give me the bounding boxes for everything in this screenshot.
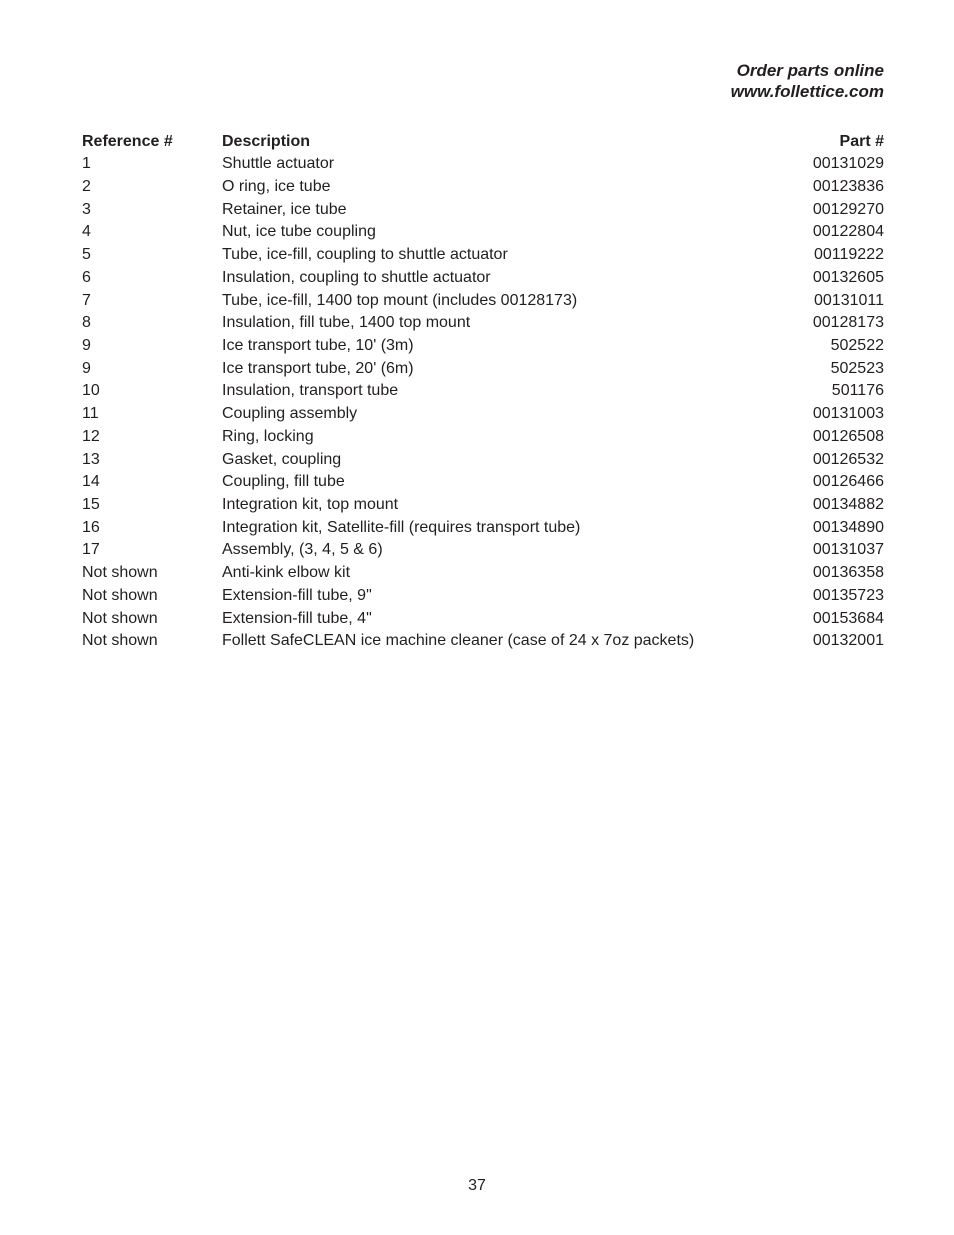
table-row: 9Ice transport tube, 20' (6m)502523 — [82, 358, 884, 381]
table-row: 11Coupling assembly00131003 — [82, 403, 884, 426]
table-row: 17Assembly, (3, 4, 5 & 6)00131037 — [82, 539, 884, 562]
cell-reference: 8 — [82, 312, 222, 335]
order-parts-line-2: www.follettice.com — [82, 81, 884, 102]
table-header-row: Reference # Description Part # — [82, 131, 884, 154]
cell-description: Coupling assembly — [222, 403, 774, 426]
cell-reference: Not shown — [82, 585, 222, 608]
cell-reference: 13 — [82, 449, 222, 472]
cell-part: 502522 — [774, 335, 884, 358]
cell-description: Assembly, (3, 4, 5 & 6) — [222, 539, 774, 562]
table-row: Not shownExtension-fill tube, 4"00153684 — [82, 608, 884, 631]
cell-part: 00122804 — [774, 221, 884, 244]
cell-part: 00134890 — [774, 517, 884, 540]
table-row: Not shownExtension-fill tube, 9"00135723 — [82, 585, 884, 608]
table-row: 2O ring, ice tube00123836 — [82, 176, 884, 199]
cell-part: 501176 — [774, 380, 884, 403]
cell-description: Integration kit, Satellite-fill (require… — [222, 517, 774, 540]
cell-reference: 3 — [82, 199, 222, 222]
cell-reference: 9 — [82, 358, 222, 381]
cell-description: Gasket, coupling — [222, 449, 774, 472]
header-reference: Reference # — [82, 131, 222, 154]
cell-part: 00128173 — [774, 312, 884, 335]
cell-part: 00135723 — [774, 585, 884, 608]
cell-part: 00129270 — [774, 199, 884, 222]
order-parts-header: Order parts online www.follettice.com — [82, 60, 884, 103]
table-row: 15Integration kit, top mount00134882 — [82, 494, 884, 517]
cell-reference: Not shown — [82, 562, 222, 585]
cell-part: 00134882 — [774, 494, 884, 517]
cell-description: Nut, ice tube coupling — [222, 221, 774, 244]
table-row: 10Insulation, transport tube501176 — [82, 380, 884, 403]
cell-part: 00136358 — [774, 562, 884, 585]
header-part: Part # — [774, 131, 884, 154]
cell-part: 00132605 — [774, 267, 884, 290]
cell-part: 00123836 — [774, 176, 884, 199]
cell-description: Tube, ice-fill, 1400 top mount (includes… — [222, 290, 774, 313]
cell-part: 00126466 — [774, 471, 884, 494]
header-description: Description — [222, 131, 774, 154]
cell-part: 00126532 — [774, 449, 884, 472]
cell-description: Extension-fill tube, 4" — [222, 608, 774, 631]
cell-reference: 14 — [82, 471, 222, 494]
cell-reference: Not shown — [82, 630, 222, 653]
cell-part: 00131011 — [774, 290, 884, 313]
cell-reference: 17 — [82, 539, 222, 562]
table-body: 1Shuttle actuator001310292O ring, ice tu… — [82, 153, 884, 653]
cell-reference: 10 — [82, 380, 222, 403]
table-row: 1Shuttle actuator00131029 — [82, 153, 884, 176]
cell-description: Follett SafeCLEAN ice machine cleaner (c… — [222, 630, 774, 653]
table-row: Not shownFollett SafeCLEAN ice machine c… — [82, 630, 884, 653]
cell-part: 00132001 — [774, 630, 884, 653]
cell-part: 00119222 — [774, 244, 884, 267]
cell-description: Ring, locking — [222, 426, 774, 449]
cell-description: O ring, ice tube — [222, 176, 774, 199]
cell-description: Integration kit, top mount — [222, 494, 774, 517]
cell-reference: 16 — [82, 517, 222, 540]
order-parts-line-1: Order parts online — [82, 60, 884, 81]
table-row: 6Insulation, coupling to shuttle actuato… — [82, 267, 884, 290]
cell-reference: 6 — [82, 267, 222, 290]
cell-reference: 9 — [82, 335, 222, 358]
cell-description: Extension-fill tube, 9" — [222, 585, 774, 608]
table-row: 9Ice transport tube, 10' (3m)502522 — [82, 335, 884, 358]
cell-description: Retainer, ice tube — [222, 199, 774, 222]
table-row: 3Retainer, ice tube00129270 — [82, 199, 884, 222]
table-row: 14Coupling, fill tube00126466 — [82, 471, 884, 494]
cell-reference: 11 — [82, 403, 222, 426]
cell-part: 00131037 — [774, 539, 884, 562]
cell-description: Insulation, fill tube, 1400 top mount — [222, 312, 774, 335]
cell-part: 502523 — [774, 358, 884, 381]
cell-reference: 1 — [82, 153, 222, 176]
cell-reference: 15 — [82, 494, 222, 517]
cell-part: 00126508 — [774, 426, 884, 449]
cell-description: Anti-kink elbow kit — [222, 562, 774, 585]
table-row: 12Ring, locking00126508 — [82, 426, 884, 449]
table-row: 13Gasket, coupling00126532 — [82, 449, 884, 472]
table-row: 16Integration kit, Satellite-fill (requi… — [82, 517, 884, 540]
cell-description: Ice transport tube, 10' (3m) — [222, 335, 774, 358]
cell-description: Ice transport tube, 20' (6m) — [222, 358, 774, 381]
table-row: 8Insulation, fill tube, 1400 top mount00… — [82, 312, 884, 335]
cell-part: 00131003 — [774, 403, 884, 426]
cell-reference: 4 — [82, 221, 222, 244]
cell-description: Tube, ice-fill, coupling to shuttle actu… — [222, 244, 774, 267]
parts-table: Reference # Description Part # 1Shuttle … — [82, 131, 884, 654]
cell-reference: Not shown — [82, 608, 222, 631]
table-row: Not shownAnti-kink elbow kit00136358 — [82, 562, 884, 585]
cell-description: Insulation, transport tube — [222, 380, 774, 403]
table-row: 7Tube, ice-fill, 1400 top mount (include… — [82, 290, 884, 313]
cell-description: Shuttle actuator — [222, 153, 774, 176]
cell-part: 00131029 — [774, 153, 884, 176]
cell-description: Insulation, coupling to shuttle actuator — [222, 267, 774, 290]
cell-description: Coupling, fill tube — [222, 471, 774, 494]
cell-part: 00153684 — [774, 608, 884, 631]
cell-reference: 12 — [82, 426, 222, 449]
table-row: 4Nut, ice tube coupling00122804 — [82, 221, 884, 244]
cell-reference: 7 — [82, 290, 222, 313]
page-number: 37 — [0, 1177, 954, 1195]
cell-reference: 2 — [82, 176, 222, 199]
page: Order parts online www.follettice.com Re… — [0, 0, 954, 1235]
table-row: 5Tube, ice-fill, coupling to shuttle act… — [82, 244, 884, 267]
cell-reference: 5 — [82, 244, 222, 267]
